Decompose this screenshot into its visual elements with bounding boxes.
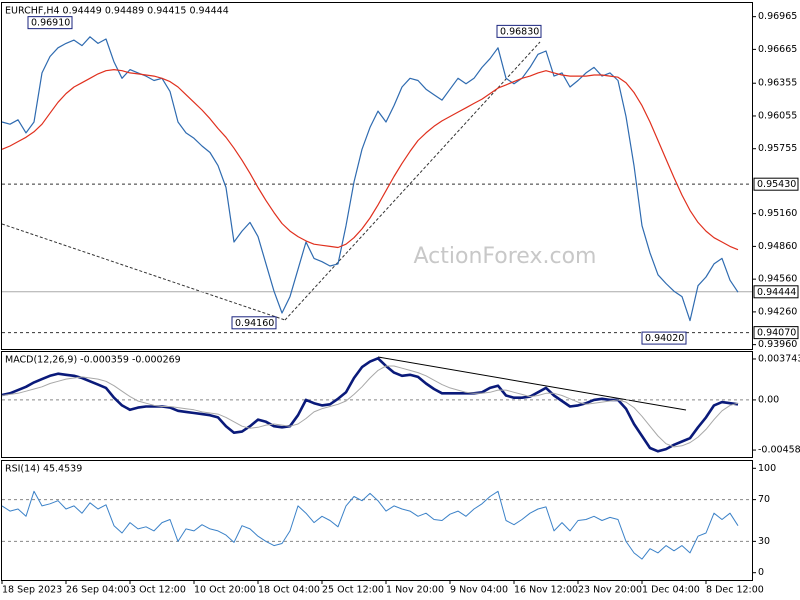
annotation-box xyxy=(27,16,73,30)
trend-line xyxy=(284,41,541,321)
y-tick-label: 0.00 xyxy=(758,394,779,405)
annotation-box xyxy=(496,24,542,38)
price-label-box xyxy=(753,326,799,340)
x-tick-label: 18 Oct 04:00 xyxy=(258,585,320,596)
x-tick-label: 16 Nov 12:00 xyxy=(514,585,578,596)
y-tick-label: 0.94860 xyxy=(758,241,797,252)
panel-title: EURCHF,H4 0.94449 0.94489 0.94415 0.9444… xyxy=(5,6,229,17)
annotation: 0.96830 xyxy=(500,26,539,37)
x-tick-label: 1 Nov 20:00 xyxy=(386,585,444,596)
price-label-box xyxy=(753,177,799,191)
price-label: 0.95430 xyxy=(757,179,796,190)
y-tick-label: 0 xyxy=(758,567,764,578)
price-label: 0.94444 xyxy=(757,287,796,298)
panel-title: MACD(12,26,9) -0.000359 -0.000269 xyxy=(5,355,181,366)
y-tick-label: 0.95755 xyxy=(758,143,797,154)
x-tick-label: 8 Dec 12:00 xyxy=(706,585,764,596)
series-line xyxy=(1,69,739,251)
x-tick-label: 18 Sep 2023 xyxy=(2,585,62,596)
y-tick-label: 70 xyxy=(758,494,770,505)
rsi-panel-frame xyxy=(1,460,753,581)
series-line xyxy=(1,490,739,560)
panel-title: RSI(14) 45.4539 xyxy=(5,464,82,475)
x-tick-label: 3 Oct 12:00 xyxy=(130,585,186,596)
x-tick-label: 26 Sep 04:00 xyxy=(66,585,129,596)
price-panel-frame xyxy=(1,2,753,350)
y-tick-label: 0.95160 xyxy=(758,208,797,219)
x-tick-label: 9 Nov 04:00 xyxy=(450,585,508,596)
y-tick-label: 30 xyxy=(758,536,770,547)
y-tick-label: 0.96055 xyxy=(758,110,797,121)
series-line xyxy=(1,365,739,448)
annotation: 0.96910 xyxy=(31,18,70,29)
annotation-box xyxy=(641,331,687,345)
y-tick-label: 0.003743 xyxy=(758,353,800,364)
series-line xyxy=(1,36,739,322)
annotation: 0.94160 xyxy=(235,318,274,329)
x-tick-label: 25 Oct 12:00 xyxy=(322,585,384,596)
x-tick-label: 1 Dec 04:00 xyxy=(642,585,700,596)
x-tick-label: 23 Nov 20:00 xyxy=(578,585,642,596)
y-tick-label: 0.96355 xyxy=(758,78,797,89)
annotation: 0.94020 xyxy=(645,333,684,344)
y-tick-label: 0.94560 xyxy=(758,274,797,285)
y-tick-label: 100 xyxy=(758,463,776,474)
y-tick-label: 0.96665 xyxy=(758,44,797,55)
macd-panel-frame xyxy=(1,351,753,458)
annotation-box xyxy=(231,316,277,330)
y-tick-label: 0.96965 xyxy=(758,11,797,22)
watermark: ActionForex.com xyxy=(414,244,597,269)
price-label: 0.94070 xyxy=(757,328,796,339)
y-tick-label: 0.93960 xyxy=(758,339,797,350)
y-tick-label: -0.004585 xyxy=(758,445,800,456)
y-tick-label: 0.94260 xyxy=(758,306,797,317)
price-label-box xyxy=(753,285,799,299)
x-tick-label: 10 Oct 20:00 xyxy=(194,585,256,596)
macd-trend-line xyxy=(377,356,687,411)
